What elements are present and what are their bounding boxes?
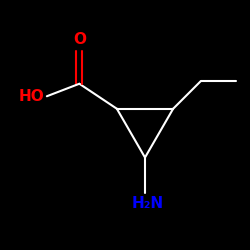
Text: O: O xyxy=(73,32,86,47)
Text: HO: HO xyxy=(18,89,44,104)
Text: H₂N: H₂N xyxy=(132,196,164,211)
